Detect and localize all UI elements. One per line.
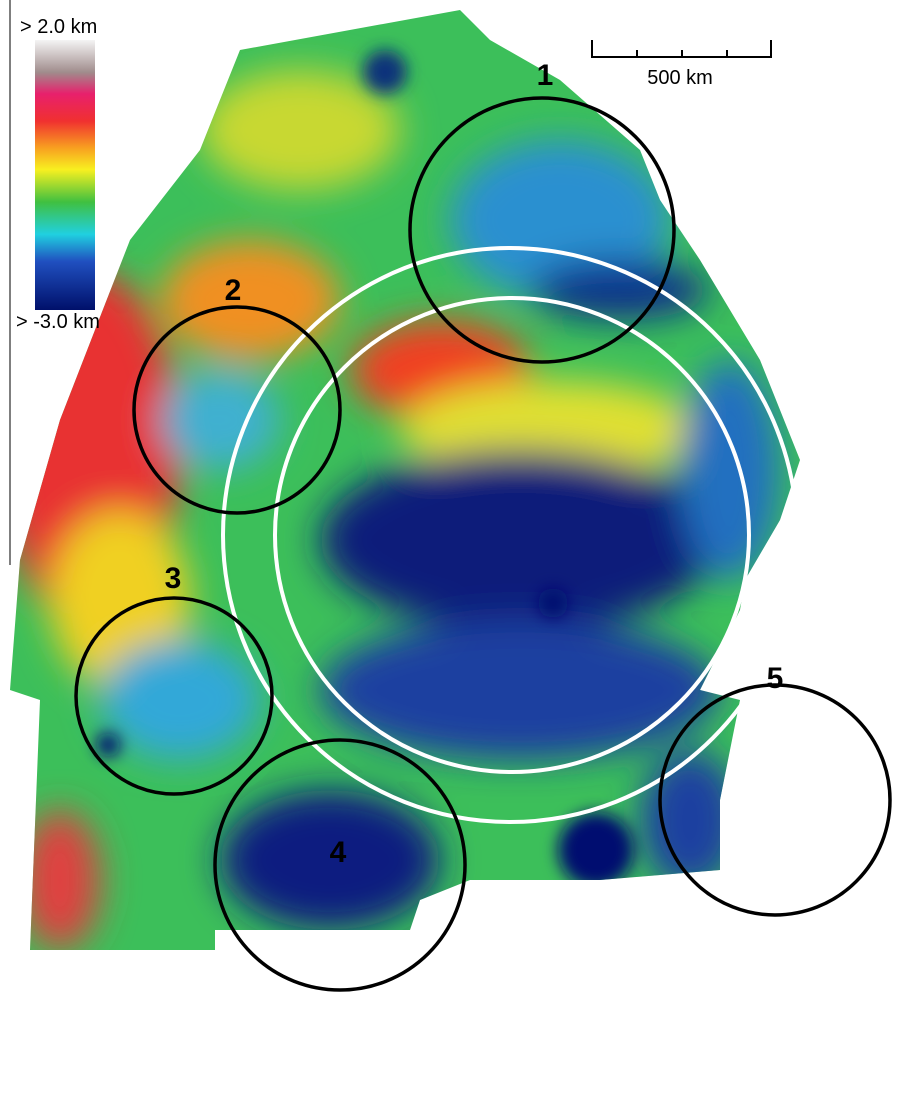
color-bar [35,40,95,310]
topography-map [0,0,910,1000]
region-label: 5 [767,662,784,695]
region-label: 2 [225,274,242,307]
legend-max: > 2.0 km [20,16,97,38]
scale-label: 500 km [647,67,713,89]
legend-min: > -3.0 km [16,311,100,333]
scale-bar [592,40,771,58]
map-figure: > 2.0 km > -3.0 km 500 km 1 2 3 4 5 [0,0,910,1116]
region-label: 4 [330,836,347,869]
region-label: 3 [165,562,182,595]
region-label: 1 [537,59,554,92]
